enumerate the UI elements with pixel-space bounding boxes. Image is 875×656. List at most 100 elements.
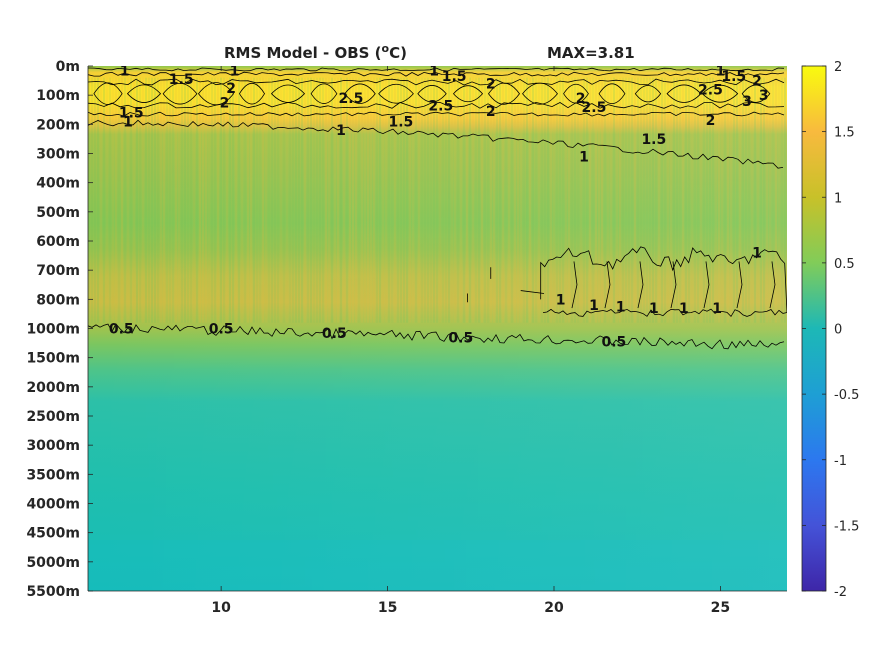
- y-tick-label: 1000m: [26, 322, 80, 338]
- contour-2-upper: [88, 78, 785, 86]
- y-tick-label: 2000m: [26, 380, 80, 396]
- contour-label: 3: [742, 94, 752, 110]
- contour-1-mid-cell: [670, 261, 677, 309]
- y-axis: 0m 100m 200m 300m 400m 500m 600m 700m 800m 1000m 1…: [26, 59, 787, 600]
- contour-label: 1: [649, 301, 659, 317]
- contour-label: 1: [579, 149, 589, 165]
- x-tick-label: 15: [378, 600, 397, 616]
- x-axis: 10 15 20 25: [211, 66, 730, 616]
- y-tick-label: 400m: [36, 176, 80, 192]
- y-tick-label: 800m: [36, 292, 80, 308]
- y-tick-label: 500m: [36, 205, 80, 221]
- contour-label: 1.5: [721, 69, 746, 85]
- contour-label: 1: [123, 114, 133, 130]
- max-label: MAX=3.81: [547, 44, 635, 62]
- contour-2.5-cell: [563, 83, 589, 104]
- contour-label: 2: [486, 104, 496, 120]
- contour-label: 1: [230, 63, 240, 79]
- contour-2.5-cell: [93, 82, 123, 105]
- contour-label: 0.5: [109, 322, 134, 338]
- contour-2.5-cell: [162, 82, 198, 105]
- contour-2.5-cell: [666, 84, 702, 103]
- contour-1-top: [88, 67, 785, 72]
- contour-2.5-cell: [598, 83, 626, 105]
- contour-label: 0.5: [602, 335, 627, 351]
- contour-label: 3: [759, 88, 769, 104]
- contour-lines: [88, 67, 787, 350]
- contour-label: 2: [752, 74, 762, 90]
- x-tick-label: 20: [544, 600, 564, 616]
- y-tick-label: 4500m: [26, 526, 80, 542]
- contour-label: 0.5: [322, 326, 347, 342]
- contour-fragments: [467, 267, 545, 303]
- contour-1-mid: [540, 246, 787, 318]
- contour-label: 1: [589, 298, 599, 314]
- contour-2.5-cell: [522, 82, 558, 105]
- contour-2.5-cell: [378, 83, 414, 104]
- contour-2.5-cell: [488, 82, 520, 105]
- contour-1.5-lower: [88, 111, 785, 117]
- contour-label: 2.5: [582, 100, 607, 116]
- contour-label: 1: [752, 246, 762, 262]
- colorbar-tick-label: -1.5: [834, 519, 859, 534]
- contour-1-mid-cell: [637, 261, 644, 309]
- y-tick-label: 5500m: [26, 584, 80, 600]
- contour-label: 2: [226, 81, 236, 97]
- contour-2.5-cell: [270, 84, 306, 103]
- colorbar-tick-label: -1: [834, 454, 847, 469]
- contour-label: 1: [429, 63, 439, 79]
- contour-label: 0.5: [448, 330, 473, 346]
- contour-label: 1: [120, 63, 130, 79]
- contour-2.5-cell: [417, 85, 447, 103]
- colorbar-tick-label: 0.5: [834, 257, 855, 272]
- y-tick-label: 1500m: [26, 351, 80, 367]
- contour-label: 1: [679, 301, 689, 317]
- colorbar-tick-label: -0.5: [834, 388, 859, 403]
- contour-1-mid-cell: [604, 261, 611, 309]
- contour-1-mid-cell: [703, 261, 710, 309]
- contour-label: 1: [716, 63, 726, 79]
- contour-2.5-cell: [310, 83, 338, 104]
- y-tick-label: 3500m: [26, 467, 80, 483]
- contour-2.5-cell: [452, 85, 484, 103]
- contour-2-lower: [88, 101, 785, 109]
- chart-title: RMS Model - OBS (oC): [224, 42, 407, 62]
- colorbar-tick-label: 0: [834, 323, 842, 338]
- contour-label: 1.5: [442, 69, 467, 85]
- y-tick-label: 300m: [36, 147, 80, 163]
- contour-label: 1: [556, 292, 566, 308]
- contour-2.5-cell: [701, 84, 739, 103]
- contour-label: 1: [336, 123, 346, 139]
- contour-1-mid-cell: [736, 261, 743, 309]
- contour-label: 2: [486, 77, 496, 93]
- x-tick-label: 10: [211, 600, 231, 616]
- y-tick-label: 5000m: [26, 555, 80, 571]
- contour-label: 2.5: [698, 82, 723, 98]
- y-tick-label: 0m: [56, 59, 80, 75]
- contour-label: 2: [706, 113, 716, 129]
- contour-label: 2: [220, 95, 230, 111]
- y-tick-label: 2500m: [26, 409, 80, 425]
- contour-label: 2.5: [339, 91, 364, 107]
- contour-2.5-cell: [197, 82, 235, 106]
- contour-label: 1.5: [169, 72, 194, 88]
- y-tick-label: 3000m: [26, 438, 80, 454]
- colorbar-tick-label: 2: [834, 60, 842, 75]
- contour-2.5-cell: [344, 83, 376, 104]
- contour-2.5-cell: [238, 82, 266, 105]
- contour-0.5: [88, 323, 785, 350]
- contour-label: 1: [712, 301, 722, 317]
- contour-label: 2: [576, 91, 586, 107]
- contour-1.5-top: [88, 71, 785, 77]
- y-tick-label: 200m: [36, 117, 80, 133]
- contour-label: 1.5: [388, 114, 413, 130]
- x-tick-label: 25: [711, 600, 730, 616]
- contour-label: 1.5: [641, 132, 666, 148]
- contour-1-lower: [88, 119, 784, 169]
- contour-label: 0.5: [209, 322, 234, 338]
- y-tick-label: 600m: [36, 234, 80, 250]
- contour-label: 2.5: [428, 98, 453, 114]
- colorbar-tick-label: 1.5: [834, 126, 855, 141]
- contour-1-mid-cell: [571, 261, 578, 309]
